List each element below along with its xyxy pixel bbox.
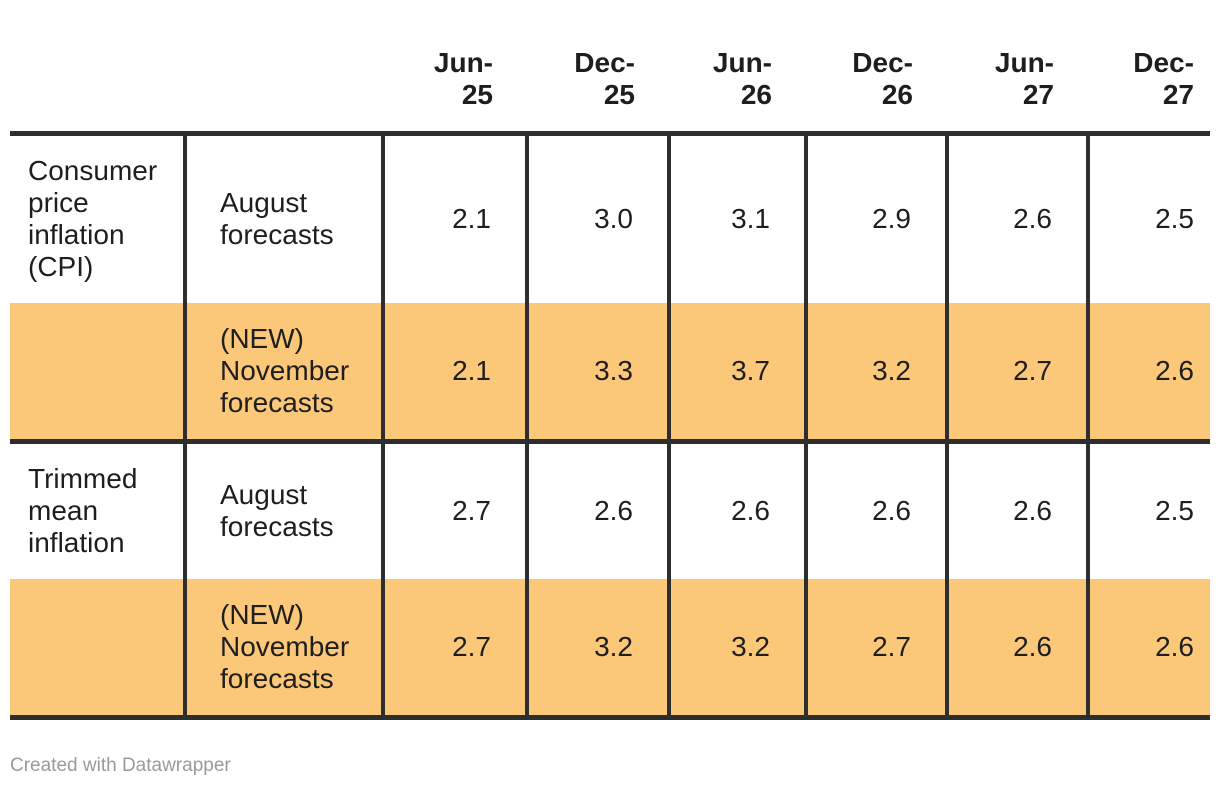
- row-group-label-cpi: Consumer price inflation (CPI): [28, 155, 158, 283]
- value-cell: 3.2: [667, 579, 806, 720]
- column-header-spacer-series: [185, 10, 383, 136]
- row-group-label-empty: [10, 303, 185, 444]
- column-header-spacer-group: [10, 10, 185, 136]
- value-cell: 2.6: [945, 441, 1088, 579]
- value-cell: 2.6: [525, 441, 669, 579]
- value-cell: 2.6: [1086, 303, 1210, 444]
- series-label: (NEW) November forecasts: [183, 303, 383, 444]
- inflation-forecast-table: Jun- 25 Dec- 25 Jun- 26 Dec- 26 Jun- 27 …: [10, 10, 1210, 720]
- value-cell: 2.6: [945, 579, 1088, 720]
- series-label: August forecasts: [183, 133, 383, 303]
- value-cell: 2.7: [804, 579, 947, 720]
- table-row-trimmed-august: Trimmed mean inflation August forecasts …: [10, 441, 1210, 579]
- value-cell: 2.9: [804, 133, 947, 303]
- value-cell: 3.7: [667, 303, 806, 444]
- value-cell: 2.6: [804, 441, 947, 579]
- value-cell: 2.7: [381, 441, 527, 579]
- column-header-dec-26: Dec- 26: [806, 10, 947, 136]
- value-cell: 2.6: [1086, 579, 1210, 720]
- table-row-cpi-november-highlighted: (NEW) November forecasts 2.1 3.3 3.7 3.2…: [10, 303, 1210, 444]
- row-group-label-trimmed-mean: Trimmed mean inflation: [28, 463, 138, 559]
- value-cell: 2.6: [667, 441, 806, 579]
- page: { "page": { "background": "#FFFFFF" }, "…: [0, 10, 1220, 806]
- column-header-dec-25: Dec- 25: [527, 10, 669, 136]
- series-label: (NEW) November forecasts: [183, 579, 383, 720]
- value-cell: 3.2: [525, 579, 669, 720]
- table-row-trimmed-november-highlighted: (NEW) November forecasts 2.7 3.2 3.2 2.7…: [10, 579, 1210, 720]
- value-cell: 2.5: [1086, 441, 1210, 579]
- column-header-jun-25: Jun- 25: [383, 10, 527, 136]
- column-header-jun-27: Jun- 27: [947, 10, 1088, 136]
- row-group-label-empty: [10, 579, 185, 720]
- value-cell: 3.2: [804, 303, 947, 444]
- column-header-jun-26: Jun- 26: [669, 10, 806, 136]
- table-row-cpi-august: Consumer price inflation (CPI) August fo…: [10, 133, 1210, 303]
- value-cell: 3.3: [525, 303, 669, 444]
- value-cell: 2.6: [945, 133, 1088, 303]
- datawrapper-credit-link[interactable]: Created with Datawrapper: [10, 754, 231, 776]
- value-cell: 2.5: [1086, 133, 1210, 303]
- value-cell: 2.1: [381, 133, 527, 303]
- value-cell: 3.1: [667, 133, 806, 303]
- column-header-dec-27: Dec- 27: [1088, 10, 1210, 136]
- header-row: Jun- 25 Dec- 25 Jun- 26 Dec- 26 Jun- 27 …: [10, 10, 1210, 136]
- value-cell: 2.1: [381, 303, 527, 444]
- value-cell: 3.0: [525, 133, 669, 303]
- value-cell: 2.7: [381, 579, 527, 720]
- value-cell: 2.7: [945, 303, 1088, 444]
- series-label: August forecasts: [183, 441, 383, 579]
